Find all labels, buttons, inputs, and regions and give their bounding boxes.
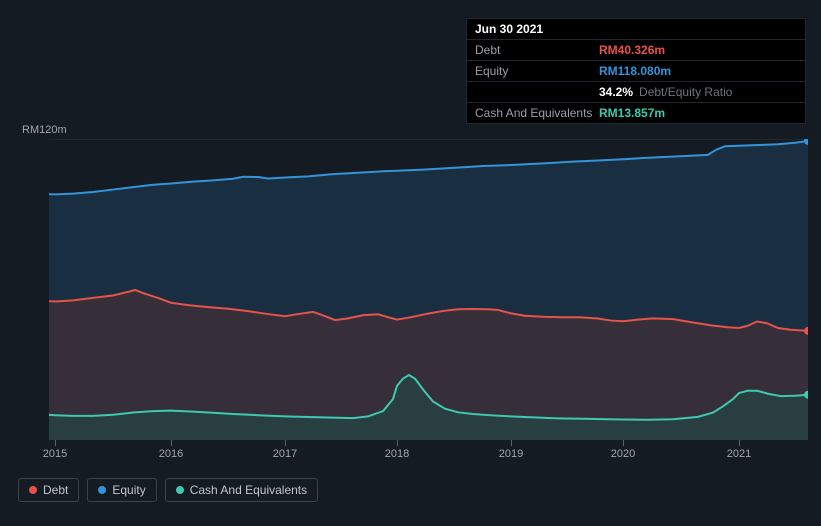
x-axis-label: 2020 <box>611 448 635 460</box>
tooltip-label-debt: Debt <box>475 44 599 56</box>
legend-dot-cash <box>176 486 184 494</box>
tooltip-value-debt: RM40.326m <box>599 44 665 56</box>
x-tick <box>739 440 740 446</box>
tooltip-label-cash: Cash And Equivalents <box>475 107 599 119</box>
tooltip-suffix-ratio: Debt/Equity Ratio <box>639 86 732 98</box>
x-axis-label: 2019 <box>499 448 523 460</box>
legend-label-cash: Cash And Equivalents <box>190 483 307 497</box>
x-tick <box>397 440 398 446</box>
legend-item-equity[interactable]: Equity <box>87 478 156 502</box>
tooltip-label-equity: Equity <box>475 65 599 77</box>
x-axis-label: 2016 <box>159 448 183 460</box>
tooltip-value-ratio: 34.2% <box>599 86 633 98</box>
tooltip-value-equity: RM118.080m <box>599 65 671 77</box>
debt-equity-chart-container: { "chart": { "type": "area", "background… <box>0 0 821 526</box>
x-axis-label: 2018 <box>385 448 409 460</box>
chart-tooltip: Jun 30 2021 Debt RM40.326m Equity RM118.… <box>466 18 806 124</box>
tooltip-value-cash: RM13.857m <box>599 107 665 119</box>
legend-item-debt[interactable]: Debt <box>18 478 79 502</box>
legend-dot-debt <box>29 486 37 494</box>
plot-left-mask <box>13 139 49 440</box>
tooltip-date: Jun 30 2021 <box>475 23 543 35</box>
legend-dot-equity <box>98 486 106 494</box>
x-tick <box>285 440 286 446</box>
legend-label-equity: Equity <box>112 483 145 497</box>
legend-label-debt: Debt <box>43 483 68 497</box>
x-tick <box>55 440 56 446</box>
x-tick <box>511 440 512 446</box>
legend-item-cash[interactable]: Cash And Equivalents <box>165 478 318 502</box>
chart-legend: Debt Equity Cash And Equivalents <box>18 478 318 502</box>
tooltip-label-ratio <box>475 86 599 98</box>
x-axis-label: 2015 <box>43 448 67 460</box>
x-axis-label: 2021 <box>727 448 751 460</box>
area-chart[interactable] <box>13 139 808 440</box>
y-axis-label-top: RM120m <box>22 124 67 136</box>
x-tick <box>623 440 624 446</box>
x-axis-label: 2017 <box>273 448 297 460</box>
x-tick <box>171 440 172 446</box>
